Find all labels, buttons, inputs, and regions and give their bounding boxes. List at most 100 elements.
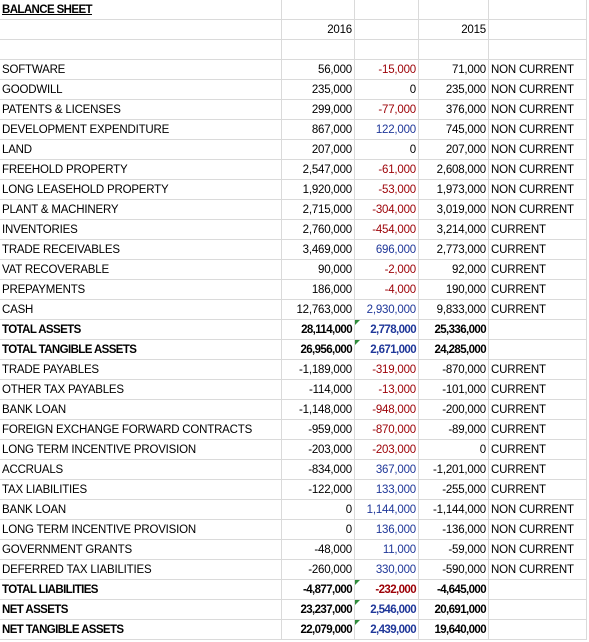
asset-class: CURRENT [489, 360, 587, 380]
value-2016: 12,763,000 [282, 300, 355, 320]
row-label: BANK LOAN [0, 400, 282, 420]
value-2015: -870,000 [419, 360, 489, 380]
value-2016: -114,000 [282, 380, 355, 400]
change-value: -4,000 [355, 280, 419, 300]
change-value: 2,778,000 [355, 320, 419, 340]
change-value: 133,000 [355, 480, 419, 500]
row-label: DEVELOPMENT EXPENDITURE [0, 120, 282, 140]
row-label: CASH [0, 300, 282, 320]
row-label: ACCRUALS [0, 460, 282, 480]
row-label: FREEHOLD PROPERTY [0, 160, 282, 180]
asset-class: CURRENT [489, 220, 587, 240]
value-2016: -959,000 [282, 420, 355, 440]
value-2016: 867,000 [282, 120, 355, 140]
value-2016: 207,000 [282, 140, 355, 160]
row-label: OTHER TAX PAYABLES [0, 380, 282, 400]
change-value: 0 [355, 80, 419, 100]
value-2016: 90,000 [282, 260, 355, 280]
row-label: PLANT & MACHINERY [0, 200, 282, 220]
change-value: 367,000 [355, 460, 419, 480]
value-2015: -590,000 [419, 560, 489, 580]
row-label: TOTAL ASSETS [0, 320, 282, 340]
value-2016: 56,000 [282, 60, 355, 80]
change-value: 136,000 [355, 520, 419, 540]
asset-class: CURRENT [489, 420, 587, 440]
empty-cell [489, 0, 587, 20]
value-2016: 3,469,000 [282, 240, 355, 260]
change-value: -948,000 [355, 400, 419, 420]
empty-cell [419, 0, 489, 20]
value-2015: 24,285,000 [419, 340, 489, 360]
asset-class: NON CURRENT [489, 540, 587, 560]
asset-class: CURRENT [489, 300, 587, 320]
asset-class: CURRENT [489, 280, 587, 300]
value-2015: -89,000 [419, 420, 489, 440]
asset-class: CURRENT [489, 240, 587, 260]
change-value: 696,000 [355, 240, 419, 260]
asset-class: NON CURRENT [489, 200, 587, 220]
change-value: -319,000 [355, 360, 419, 380]
change-value: -2,000 [355, 260, 419, 280]
row-label: FOREIGN EXCHANGE FORWARD CONTRACTS [0, 420, 282, 440]
value-2015: -101,000 [419, 380, 489, 400]
value-2015: 3,019,000 [419, 200, 489, 220]
change-value: -61,000 [355, 160, 419, 180]
empty-cell [282, 0, 355, 20]
empty-cell [355, 20, 419, 40]
empty-cell [489, 600, 587, 620]
asset-class: NON CURRENT [489, 140, 587, 160]
change-value: -15,000 [355, 60, 419, 80]
value-2016: 23,237,000 [282, 600, 355, 620]
row-label: LONG TERM INCENTIVE PROVISION [0, 520, 282, 540]
change-value: -454,000 [355, 220, 419, 240]
value-2015: 207,000 [419, 140, 489, 160]
asset-class: CURRENT [489, 400, 587, 420]
change-value: 2,439,000 [355, 620, 419, 640]
empty-cell [355, 0, 419, 20]
row-label: SOFTWARE [0, 60, 282, 80]
value-2015: 376,000 [419, 100, 489, 120]
empty-cell [0, 20, 282, 40]
row-label: NET ASSETS [0, 600, 282, 620]
asset-class: NON CURRENT [489, 100, 587, 120]
value-2015: -1,201,000 [419, 460, 489, 480]
value-2015: -4,645,000 [419, 580, 489, 600]
asset-class: CURRENT [489, 260, 587, 280]
change-value: 330,000 [355, 560, 419, 580]
asset-class: CURRENT [489, 380, 587, 400]
row-label: BANK LOAN [0, 500, 282, 520]
value-2015: 9,833,000 [419, 300, 489, 320]
value-2016: 28,114,000 [282, 320, 355, 340]
year-header: 2015 [419, 20, 489, 40]
row-label: DEFERRED TAX LIABILITIES [0, 560, 282, 580]
empty-cell [489, 20, 587, 40]
empty-cell [489, 620, 587, 640]
value-2016: 299,000 [282, 100, 355, 120]
row-label: GOVERNMENT GRANTS [0, 540, 282, 560]
row-label: TOTAL TANGIBLE ASSETS [0, 340, 282, 360]
row-label: LAND [0, 140, 282, 160]
asset-class: CURRENT [489, 440, 587, 460]
change-value: 1,144,000 [355, 500, 419, 520]
change-value: -13,000 [355, 380, 419, 400]
empty-cell [489, 40, 587, 60]
value-2016: 2,715,000 [282, 200, 355, 220]
value-2016: 0 [282, 500, 355, 520]
value-2016: -834,000 [282, 460, 355, 480]
value-2015: 71,000 [419, 60, 489, 80]
value-2015: 745,000 [419, 120, 489, 140]
value-2016: -4,877,000 [282, 580, 355, 600]
change-value: 122,000 [355, 120, 419, 140]
value-2015: 0 [419, 440, 489, 460]
row-label: PREPAYMENTS [0, 280, 282, 300]
value-2015: -255,000 [419, 480, 489, 500]
value-2015: -136,000 [419, 520, 489, 540]
row-label: TAX LIABILITIES [0, 480, 282, 500]
row-label: LONG TERM INCENTIVE PROVISION [0, 440, 282, 460]
row-label: TOTAL LIABILITIES [0, 580, 282, 600]
change-value: 2,546,000 [355, 600, 419, 620]
empty-cell [282, 40, 355, 60]
row-label: TRADE RECEIVABLES [0, 240, 282, 260]
row-label: TRADE PAYABLES [0, 360, 282, 380]
